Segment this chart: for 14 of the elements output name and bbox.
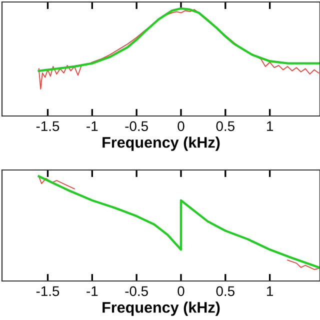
x-tick-label: -1	[86, 121, 98, 131]
x-tick-label: 1	[267, 121, 273, 131]
x-tick-label: -1	[86, 286, 98, 296]
x-tick-label: 1	[267, 286, 273, 296]
x-tick-label: 0	[178, 286, 184, 296]
x-tick-label: 0.5	[216, 286, 234, 296]
x-tick-label: -0.5	[125, 286, 148, 296]
x-tick-label: 0	[178, 121, 184, 132]
x-tick-label: 0.5	[216, 121, 234, 132]
x-tick-label: -1.5	[36, 121, 60, 132]
x-tick-label: -1.5	[36, 286, 60, 296]
x-axis-title: Frequency (kHz)	[102, 302, 220, 316]
x-axis-title: Frequency (kHz)	[102, 136, 220, 151]
x-tick-label: -0.5	[125, 121, 148, 132]
